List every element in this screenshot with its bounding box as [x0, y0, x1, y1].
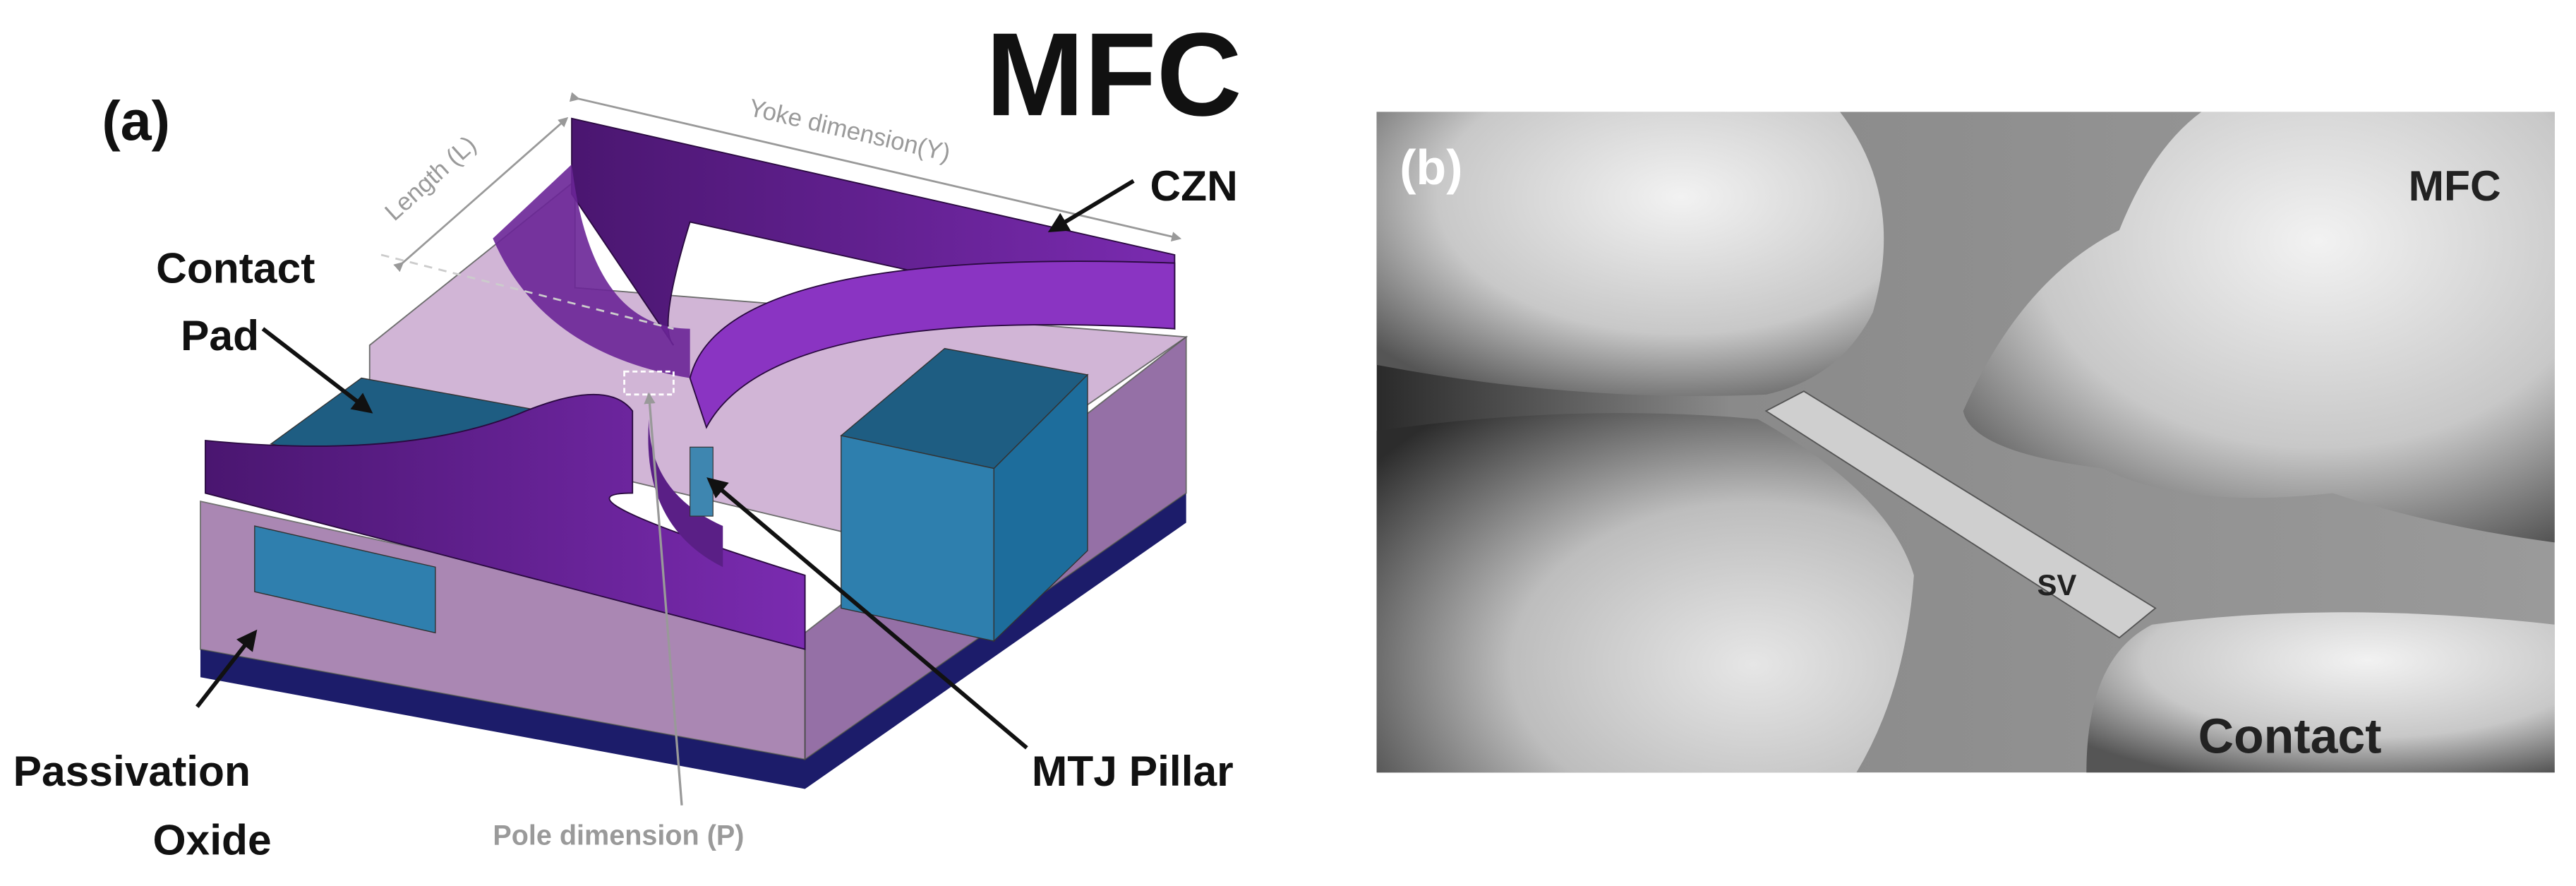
- length-dim-line: [393, 116, 569, 273]
- mfc-label: MFC: [2409, 162, 2501, 210]
- pole-dim-line: [644, 392, 683, 806]
- mtj-label: MTJ Pillar: [1032, 747, 1234, 795]
- line: Pad: [181, 311, 259, 359]
- panel-a: (a) MFC Length (L) Yoke dimension(Y) CZN…: [13, 8, 1242, 864]
- dashed-guide: [380, 253, 674, 330]
- pad-arrow: [261, 327, 373, 414]
- sv-label: SV: [2037, 568, 2076, 601]
- pole-label: Pole dimension (P): [493, 820, 744, 851]
- oxide-arrow: [195, 629, 258, 708]
- panel-label: (b): [1400, 140, 1462, 195]
- substrate: [200, 493, 1186, 789]
- yoke-front: [205, 393, 806, 650]
- yoke-right-curve: [689, 261, 1176, 429]
- sv-strip: [1764, 390, 2157, 639]
- pad-left-side: [254, 525, 436, 634]
- length-label: Length (L): [380, 131, 481, 226]
- passivation-label: Passivation Oxide: [13, 747, 272, 864]
- mfc-bottom-left: [1376, 413, 1914, 773]
- contact-label: Contact: [2198, 708, 2382, 763]
- mtj-arrow: [706, 477, 1028, 750]
- czn-label: CZN: [1150, 162, 1237, 210]
- contact-pad-label: Contact Pad: [156, 244, 327, 359]
- panel-label: (a): [102, 89, 170, 152]
- line: Contact: [156, 244, 315, 292]
- mfc-top-left: [1376, 112, 1884, 396]
- line: Oxide: [152, 816, 271, 864]
- yoke-front-right: [648, 419, 723, 568]
- yoke-label: Yoke dimension(Y): [746, 94, 953, 167]
- line: Passivation: [13, 747, 251, 795]
- contact-pad-sem: [2086, 612, 2555, 773]
- panel-b: (b) MFC SV Contact: [1376, 112, 2555, 773]
- pole-box: [623, 370, 675, 396]
- title: MFC: [986, 8, 1242, 140]
- pad-right-side: [993, 373, 1088, 642]
- czn-arrow: [1047, 179, 1135, 233]
- mfc-right: [1963, 112, 2555, 543]
